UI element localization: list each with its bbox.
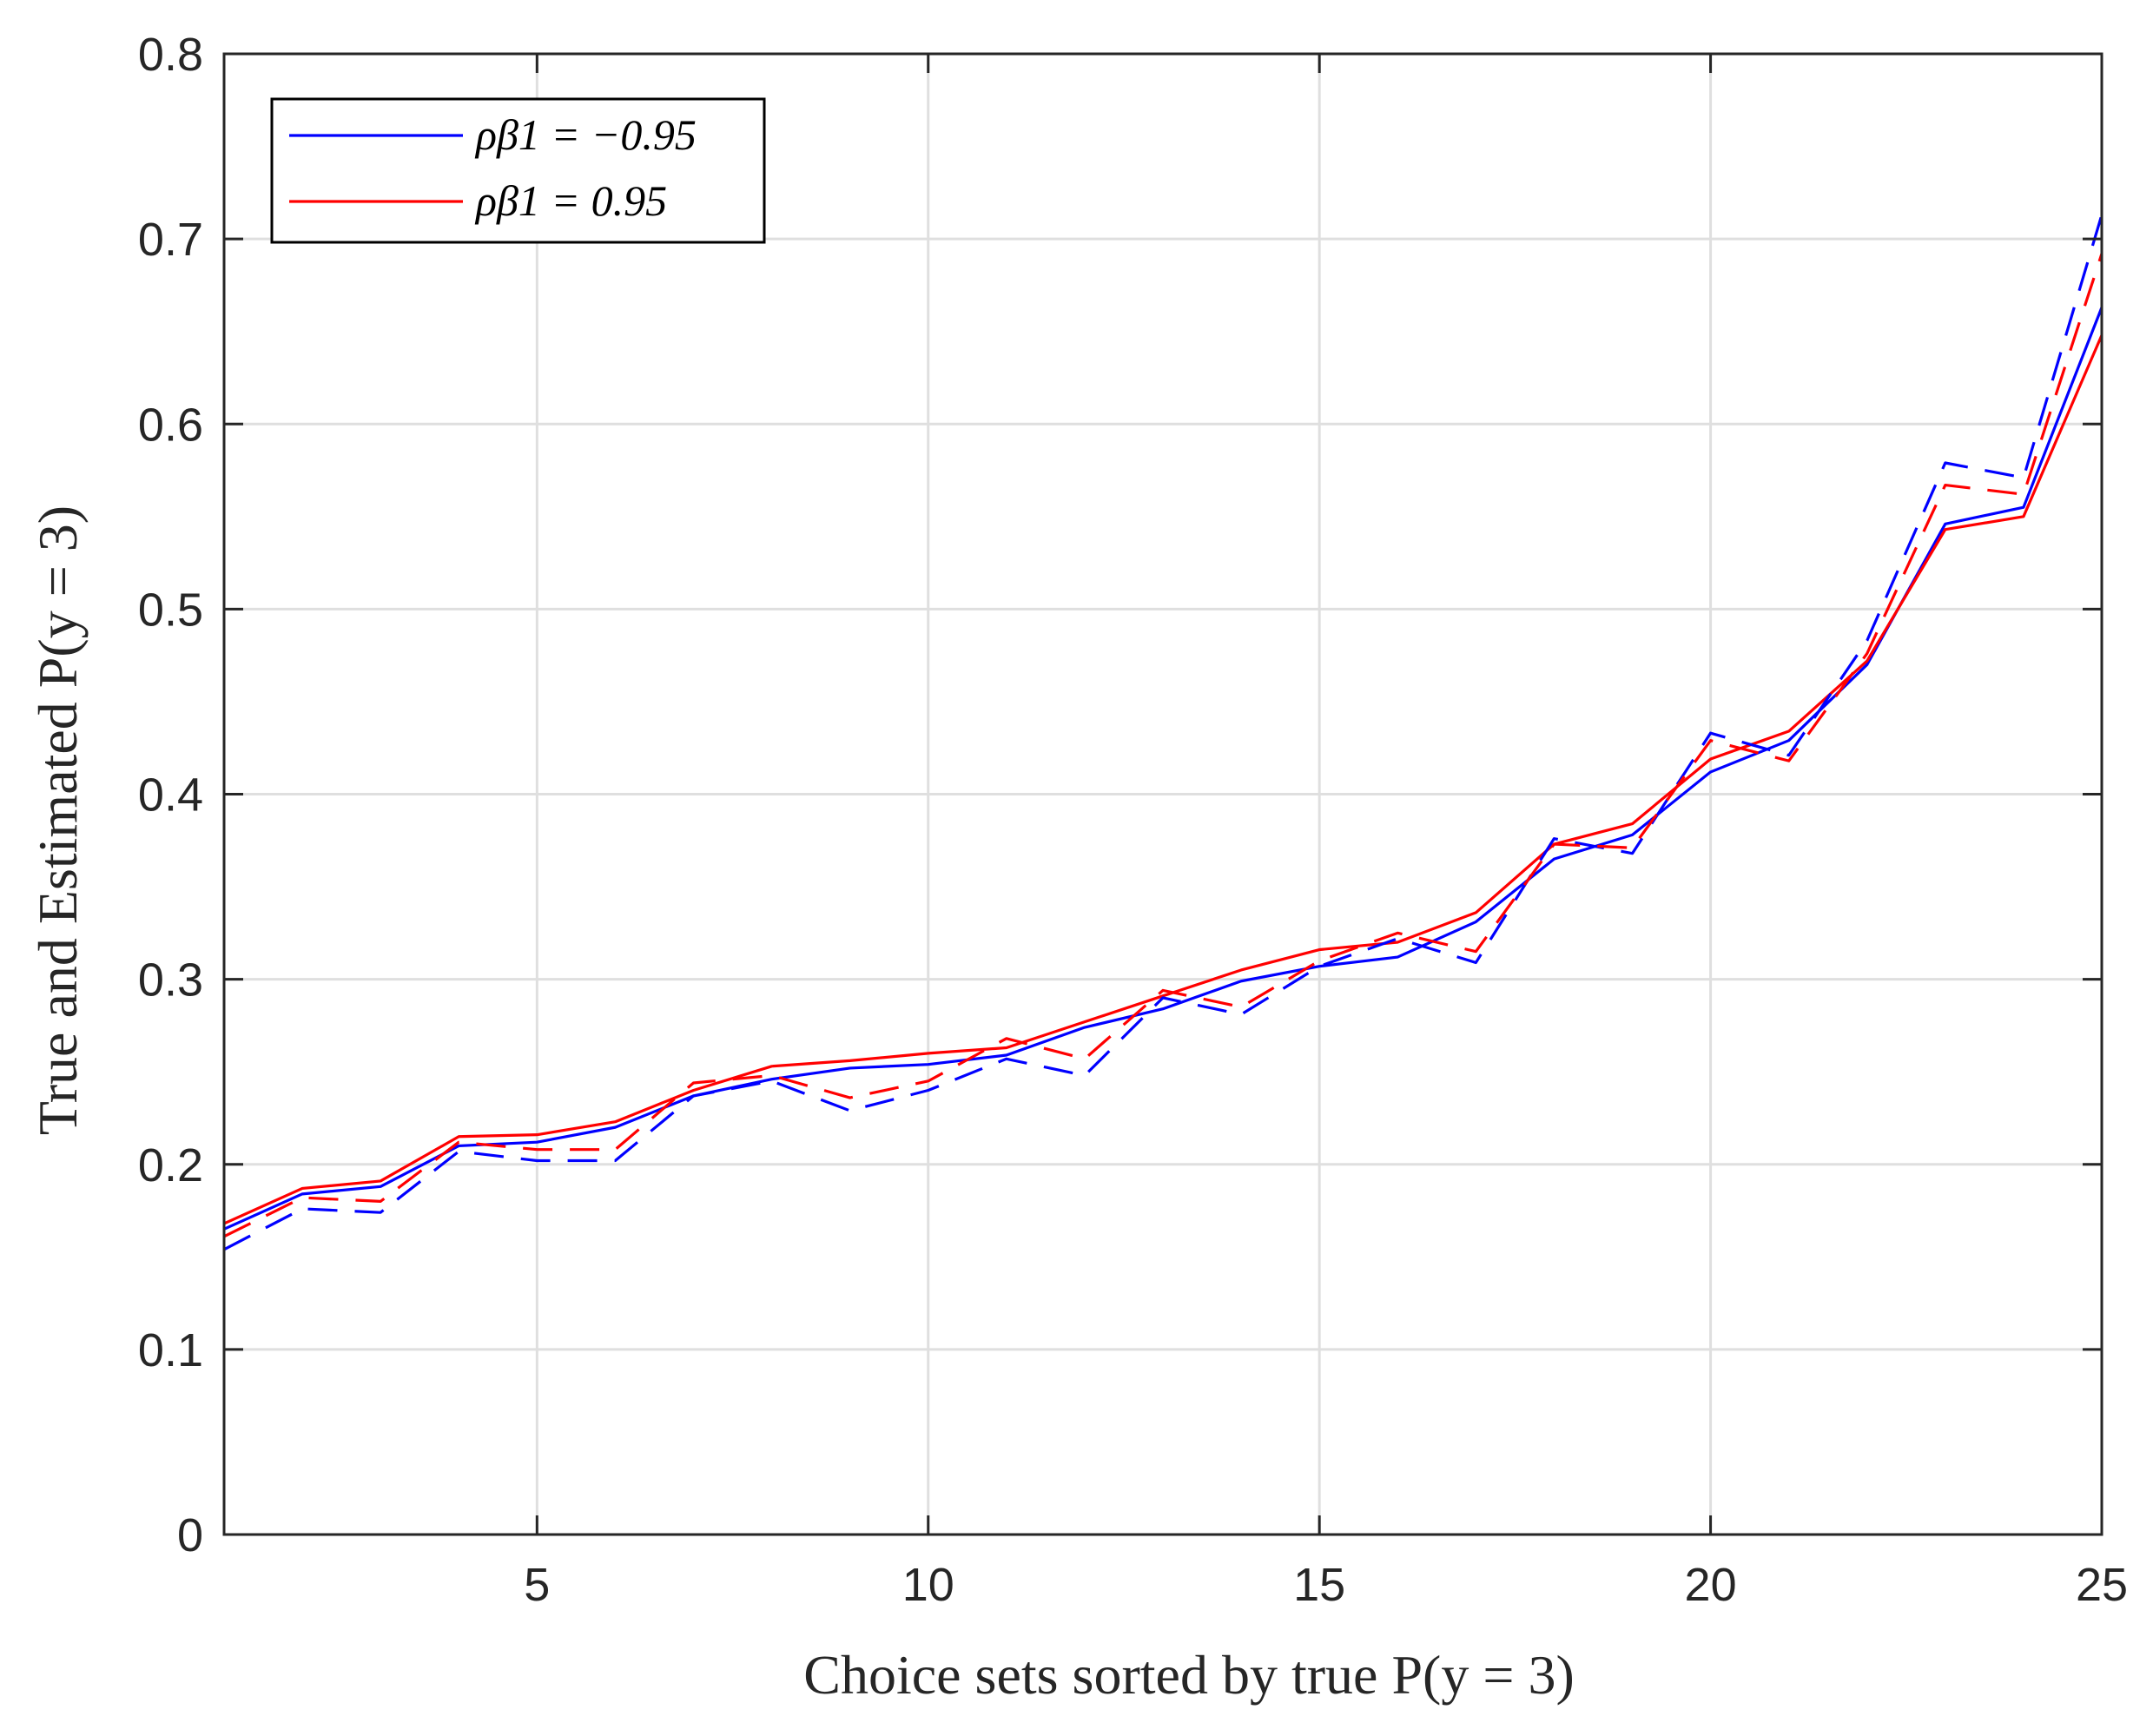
x-tick-label: 15 bbox=[1293, 1559, 1345, 1611]
legend: ρβ1 = −0.95 ρβ1 = 0.95 bbox=[270, 97, 766, 244]
x-tick-label: 25 bbox=[2076, 1559, 2128, 1611]
x-tick-label: 20 bbox=[1685, 1559, 1737, 1611]
y-tick-label: 0.5 bbox=[138, 584, 203, 636]
series-line-solid-red bbox=[223, 334, 2103, 1225]
y-tick-label: 0.7 bbox=[138, 214, 203, 266]
x-axis-title: Choice sets sorted by true P(y = 3) bbox=[803, 1644, 1575, 1706]
y-tick-label: 0.2 bbox=[138, 1139, 203, 1191]
series-line-dashed-blue bbox=[223, 214, 2103, 1251]
y-axis-title: True and Estimated P(y = 3) bbox=[27, 505, 89, 1135]
series-line-solid-blue bbox=[223, 307, 2103, 1231]
legend-label-red: ρβ1 = 0.95 bbox=[474, 176, 667, 225]
x-tick-label: 5 bbox=[524, 1559, 550, 1611]
y-tick-label: 0.3 bbox=[138, 954, 203, 1007]
series-lines bbox=[223, 214, 2103, 1251]
y-tick-label: 0.6 bbox=[138, 399, 203, 451]
legend-label-blue: ρβ1 = −0.95 bbox=[474, 110, 697, 159]
x-tick-label: 10 bbox=[902, 1559, 954, 1611]
series-line-dashed-red bbox=[223, 253, 2103, 1238]
y-tick-label: 0.8 bbox=[138, 29, 203, 81]
x-axis: 5 10 15 20 25 bbox=[524, 54, 2128, 1611]
y-tick-label: 0.4 bbox=[138, 769, 203, 822]
legend-box bbox=[270, 97, 766, 244]
y-tick-label: 0 bbox=[177, 1509, 203, 1561]
y-axis: 0 0.1 0.2 0.3 0.4 0.5 0.6 0.7 0.8 bbox=[138, 29, 2102, 1561]
y-tick-label: 0.1 bbox=[138, 1324, 203, 1376]
